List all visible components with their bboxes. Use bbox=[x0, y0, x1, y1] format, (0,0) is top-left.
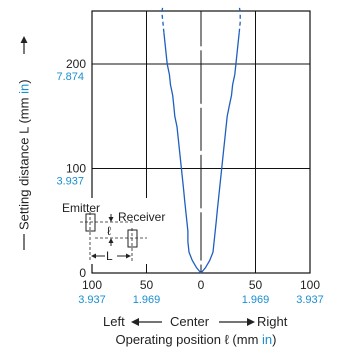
x-tick-label-inch: 3.937 bbox=[296, 294, 324, 306]
plot-area bbox=[91, 6, 311, 274]
direction-right-label: Right bbox=[257, 314, 288, 329]
x-tick-label: 100 bbox=[82, 278, 102, 292]
direction-labels: Left Center Right bbox=[103, 314, 288, 329]
left-arrow-head bbox=[131, 318, 139, 326]
emitter-label: Emitter bbox=[62, 201, 100, 215]
series-left-extrapolated bbox=[161, 6, 165, 33]
x-axis-label-prefix: Operating position ℓ (mm bbox=[115, 332, 262, 347]
ell-arrow-top-head bbox=[108, 217, 114, 222]
y-axis-label-prefix: Setting distance L (mm bbox=[17, 94, 32, 230]
series-right-extrapolated bbox=[238, 6, 241, 33]
series-right-boundary bbox=[200, 32, 240, 274]
direction-center-label: Center bbox=[170, 314, 210, 329]
x-tick-label-inch: 3.937 bbox=[78, 294, 106, 306]
y-tick-label-inch: 7.874 bbox=[56, 71, 84, 83]
x-axis-label-unit: in bbox=[262, 332, 272, 347]
y-tick-label: 0 bbox=[79, 266, 86, 280]
series-group bbox=[161, 6, 241, 274]
y-axis-label-group: Setting distance L (mm in) bbox=[17, 36, 32, 250]
L-label-bg bbox=[105, 248, 117, 261]
x-tick-label: 50 bbox=[249, 278, 263, 292]
x-tick-label: 0 bbox=[198, 278, 205, 292]
emitter-shape bbox=[85, 213, 96, 232]
ell-arrow-bottom-head bbox=[108, 238, 114, 243]
y-axis-label-unit: in bbox=[17, 84, 32, 94]
y-tick-label-inch: 3.937 bbox=[56, 176, 84, 188]
x-tick-label-inch: 1.969 bbox=[133, 294, 161, 306]
y-tick-label: 200 bbox=[66, 57, 86, 71]
ell-label: ℓ bbox=[107, 224, 111, 238]
L-arrow-right-head bbox=[126, 253, 131, 259]
right-arrow-head bbox=[247, 318, 255, 326]
y-tick-label: 100 bbox=[66, 162, 86, 176]
y-axis-arrow-head bbox=[20, 36, 28, 43]
y-axis-label-suffix: ) bbox=[17, 79, 32, 83]
x-tick-label: 100 bbox=[300, 278, 320, 292]
L-label: L bbox=[106, 249, 113, 263]
receiver-label: Receiver bbox=[118, 210, 165, 224]
x-tick-label-inch: 1.969 bbox=[242, 294, 270, 306]
y-axis-label: Setting distance L (mm in) bbox=[17, 79, 32, 230]
x-axis-label-suffix: ) bbox=[272, 332, 276, 347]
inset-diagram: Emitter Receiver ℓ L bbox=[62, 198, 165, 264]
receiver-shape bbox=[127, 229, 138, 248]
direction-left-label: Left bbox=[103, 314, 125, 329]
L-arrow-left-head bbox=[91, 253, 96, 259]
x-tick-label: 50 bbox=[140, 278, 154, 292]
series-left-boundary bbox=[163, 32, 202, 274]
x-axis-label: Operating position ℓ (mm in) bbox=[115, 332, 276, 347]
x-tick-labels: 100 3.937 50 1.969 0 50 1.969 100 3.937 bbox=[78, 278, 324, 306]
